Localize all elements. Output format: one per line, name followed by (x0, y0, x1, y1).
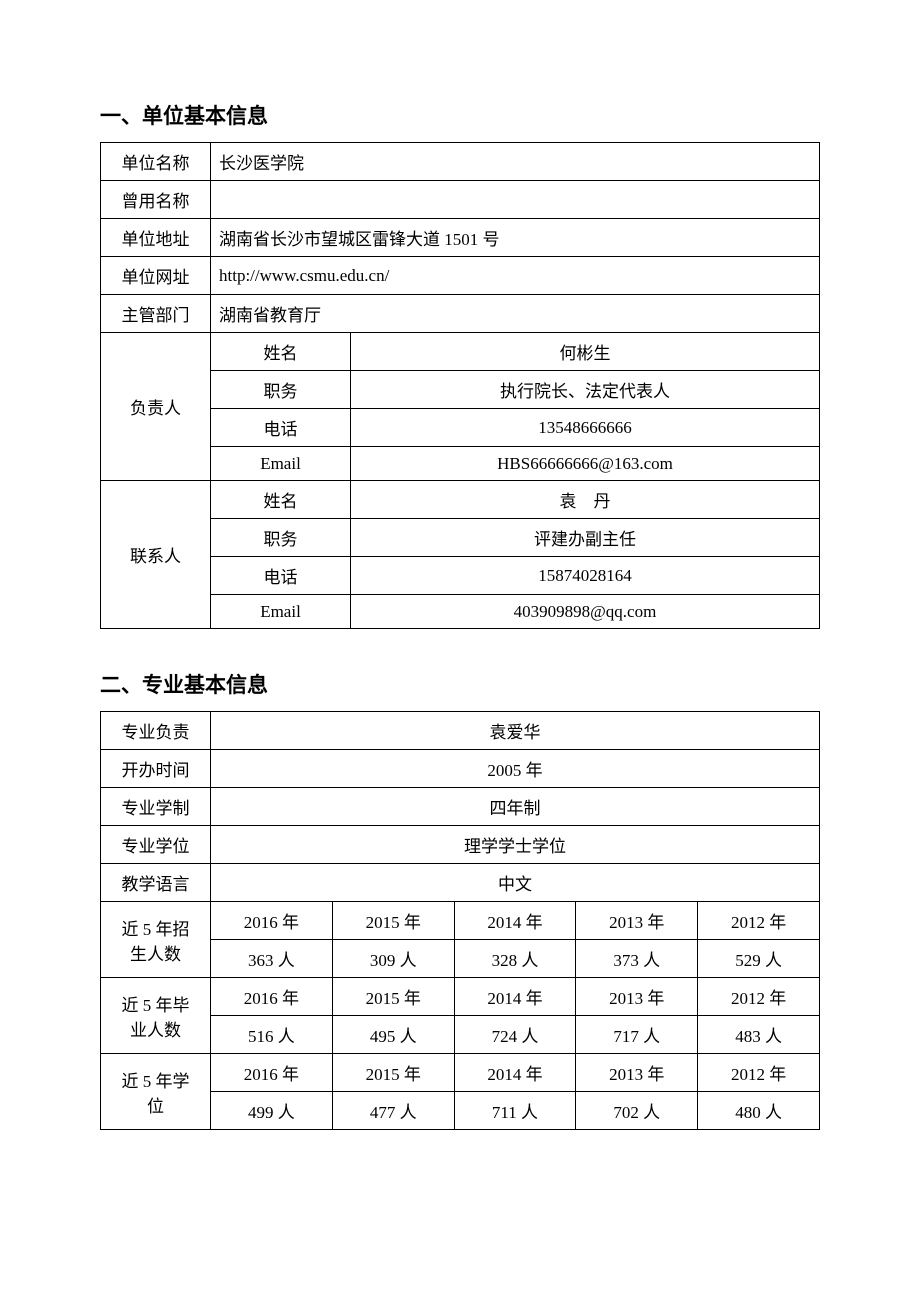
grad-v3: 717 人 (576, 1016, 698, 1054)
grad-y0: 2016 年 (211, 978, 333, 1016)
grad-y4: 2012 年 (698, 978, 820, 1016)
pic-name-label: 姓名 (211, 333, 351, 371)
enroll-v2: 328 人 (454, 940, 576, 978)
grad-v0: 516 人 (211, 1016, 333, 1054)
grad-y2: 2014 年 (454, 978, 576, 1016)
table-row: 联系人 姓名 袁 丹 (101, 481, 820, 519)
person-in-charge-label: 负责人 (101, 333, 211, 481)
deg-y2: 2014 年 (454, 1054, 576, 1092)
degree-label: 专业学位 (101, 826, 211, 864)
pic-title-value: 执行院长、法定代表人 (351, 371, 820, 409)
pic-name-value: 何彬生 (351, 333, 820, 371)
enrollment-label: 近 5 年招 生人数 (101, 902, 211, 978)
deg-v1: 477 人 (332, 1092, 454, 1130)
unit-name-value: 长沙医学院 (211, 143, 820, 181)
degrees-label: 近 5 年学 位 (101, 1054, 211, 1130)
grad-y3: 2013 年 (576, 978, 698, 1016)
table-row: 单位网址 http://www.csmu.edu.cn/ (101, 257, 820, 295)
degrees-label-l2: 位 (147, 1097, 164, 1116)
table-row: 开办时间 2005 年 (101, 750, 820, 788)
enroll-v0: 363 人 (211, 940, 333, 978)
contact-email-value: 403909898@qq.com (351, 595, 820, 629)
deg-v3: 702 人 (576, 1092, 698, 1130)
dept-value: 湖南省教育厅 (211, 295, 820, 333)
deg-v4: 480 人 (698, 1092, 820, 1130)
graduates-label: 近 5 年毕 业人数 (101, 978, 211, 1054)
enrollment-label-l1: 近 5 年招 (122, 920, 190, 939)
contact-title-value: 评建办副主任 (351, 519, 820, 557)
table-row: 专业学制 四年制 (101, 788, 820, 826)
enroll-y4: 2012 年 (698, 902, 820, 940)
degree-value: 理学学士学位 (211, 826, 820, 864)
enroll-v1: 309 人 (332, 940, 454, 978)
contact-phone-label: 电话 (211, 557, 351, 595)
grad-v2: 724 人 (454, 1016, 576, 1054)
contact-title-label: 职务 (211, 519, 351, 557)
contact-label: 联系人 (101, 481, 211, 629)
pic-email-label: Email (211, 447, 351, 481)
start-label: 开办时间 (101, 750, 211, 788)
table-row: 近 5 年学 位 2016 年 2015 年 2014 年 2013 年 201… (101, 1054, 820, 1092)
table-row: 近 5 年招 生人数 2016 年 2015 年 2014 年 2013 年 2… (101, 902, 820, 940)
section2-title: 二、专业基本信息 (100, 669, 820, 699)
address-label: 单位地址 (101, 219, 211, 257)
contact-name-value: 袁 丹 (351, 481, 820, 519)
pic-title-label: 职务 (211, 371, 351, 409)
deg-v0: 499 人 (211, 1092, 333, 1130)
pic-phone-label: 电话 (211, 409, 351, 447)
contact-name-label: 姓名 (211, 481, 351, 519)
table-row: 曾用名称 (101, 181, 820, 219)
enroll-v3: 373 人 (576, 940, 698, 978)
dept-label: 主管部门 (101, 295, 211, 333)
grad-v4: 483 人 (698, 1016, 820, 1054)
deg-y3: 2013 年 (576, 1054, 698, 1092)
enroll-y3: 2013 年 (576, 902, 698, 940)
website-value: http://www.csmu.edu.cn/ (211, 257, 820, 295)
deg-v2: 711 人 (454, 1092, 576, 1130)
pic-phone-value: 13548666666 (351, 409, 820, 447)
website-label: 单位网址 (101, 257, 211, 295)
unit-name-label: 单位名称 (101, 143, 211, 181)
table-row: 主管部门 湖南省教育厅 (101, 295, 820, 333)
system-value: 四年制 (211, 788, 820, 826)
major-info-table: 专业负责 袁爱华 开办时间 2005 年 专业学制 四年制 专业学位 理学学士学… (100, 711, 820, 1130)
degrees-label-l1: 近 5 年学 (122, 1072, 190, 1091)
contact-phone-value: 15874028164 (351, 557, 820, 595)
enroll-y1: 2015 年 (332, 902, 454, 940)
former-name-label: 曾用名称 (101, 181, 211, 219)
deg-y4: 2012 年 (698, 1054, 820, 1092)
enrollment-label-l2: 生人数 (130, 945, 181, 964)
enroll-v4: 529 人 (698, 940, 820, 978)
grad-y1: 2015 年 (332, 978, 454, 1016)
table-row: 单位地址 湖南省长沙市望城区雷锋大道 1501 号 (101, 219, 820, 257)
leader-label: 专业负责 (101, 712, 211, 750)
start-value: 2005 年 (211, 750, 820, 788)
table-row: 教学语言 中文 (101, 864, 820, 902)
address-value: 湖南省长沙市望城区雷锋大道 1501 号 (211, 219, 820, 257)
system-label: 专业学制 (101, 788, 211, 826)
leader-value: 袁爱华 (211, 712, 820, 750)
graduates-label-l2: 业人数 (130, 1021, 181, 1040)
lang-label: 教学语言 (101, 864, 211, 902)
contact-email-label: Email (211, 595, 351, 629)
enroll-y2: 2014 年 (454, 902, 576, 940)
pic-email-value: HBS66666666@163.com (351, 447, 820, 481)
table-row: 专业负责 袁爱华 (101, 712, 820, 750)
deg-y0: 2016 年 (211, 1054, 333, 1092)
table-row: 近 5 年毕 业人数 2016 年 2015 年 2014 年 2013 年 2… (101, 978, 820, 1016)
deg-y1: 2015 年 (332, 1054, 454, 1092)
unit-info-table: 单位名称 长沙医学院 曾用名称 单位地址 湖南省长沙市望城区雷锋大道 1501 … (100, 142, 820, 629)
graduates-label-l1: 近 5 年毕 (122, 996, 190, 1015)
table-row: 专业学位 理学学士学位 (101, 826, 820, 864)
grad-v1: 495 人 (332, 1016, 454, 1054)
table-row: 单位名称 长沙医学院 (101, 143, 820, 181)
section1-title: 一、单位基本信息 (100, 100, 820, 130)
enroll-y0: 2016 年 (211, 902, 333, 940)
lang-value: 中文 (211, 864, 820, 902)
former-name-value (211, 181, 820, 219)
table-row: 负责人 姓名 何彬生 (101, 333, 820, 371)
